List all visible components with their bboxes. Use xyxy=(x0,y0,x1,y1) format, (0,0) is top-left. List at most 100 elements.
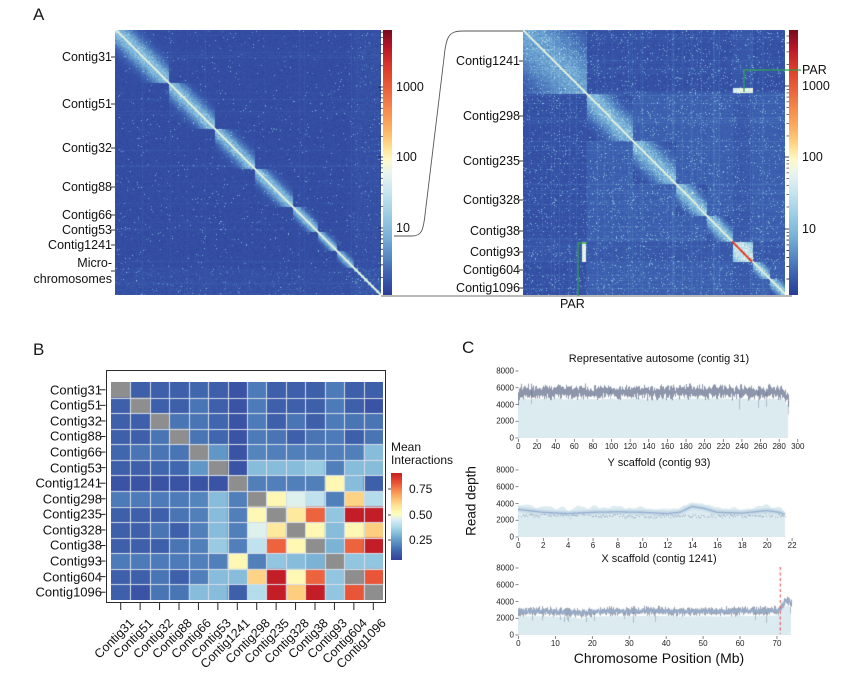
plot2-xtick-22: 22 xyxy=(787,541,797,550)
plot3-xtick-40: 40 xyxy=(661,639,671,648)
plot2-xtick-16: 16 xyxy=(712,541,722,550)
matrix-row-label-contig1096: Contig1096 xyxy=(35,584,103,600)
plot3-ytick-0: 0 xyxy=(509,630,514,640)
legend-title-line1: Mean xyxy=(391,440,422,454)
plot3-xtick-30: 30 xyxy=(624,639,634,648)
zoom-row-label-contig93: Contig93 xyxy=(469,245,520,259)
hic-overview-heatmap xyxy=(115,30,381,295)
plot3-ytick-8000: 8000 xyxy=(496,563,514,573)
plot3-xtick-70: 70 xyxy=(772,639,782,648)
matrix-row-label-contig31: Contig31 xyxy=(49,382,102,398)
plot2-xtick-8: 8 xyxy=(615,541,621,550)
matrix-row-label-contig1241: Contig1241 xyxy=(35,475,103,491)
panel-c-label: C xyxy=(462,338,475,357)
plot2-ytick-6000: 6000 xyxy=(496,482,514,492)
autosome-depth-plot xyxy=(518,368,800,438)
matrix-row-label-contig88: Contig88 xyxy=(49,428,102,444)
plot3-xtick-10: 10 xyxy=(550,639,560,648)
zoom-row-label-contig298: Contig298 xyxy=(463,109,520,123)
legend-title-line2: Interactions xyxy=(391,453,454,467)
zoom-colorbar-tick-1000: 1000 xyxy=(802,79,830,93)
overview-row-label-micro: Micro- xyxy=(77,256,112,270)
plot3-ytick-4000: 4000 xyxy=(496,597,514,606)
plot1-xtick-0: 0 xyxy=(516,442,521,451)
zoom-row-label-contig38: Contig38 xyxy=(469,224,520,238)
mean-interactions-matrix xyxy=(111,382,383,600)
plot2-xtick-6: 6 xyxy=(590,541,596,550)
plot1-xtick-260: 260 xyxy=(753,442,768,451)
overview-colorbar-tick-10: 10 xyxy=(396,221,410,235)
overview-row-label-contig66: Contig66 xyxy=(61,208,112,222)
plot1-xtick-140: 140 xyxy=(642,442,656,451)
x-axis-label: Chromosome Position (Mb) xyxy=(573,650,745,666)
plot2-xtick-2: 2 xyxy=(541,541,546,550)
matrix-frame xyxy=(106,370,386,603)
plot2-xtick-12: 12 xyxy=(663,541,673,550)
plot1-xtick-40: 40 xyxy=(551,442,561,451)
hic-zoom-heatmap xyxy=(523,30,785,295)
plot1-xtick-240: 240 xyxy=(735,442,749,451)
plot2-ytick-4000: 4000 xyxy=(496,499,514,508)
plot2-ytick-2000: 2000 xyxy=(496,515,514,525)
matrix-row-label-contig235: Contig235 xyxy=(42,506,102,522)
plot1-ytick-6000: 6000 xyxy=(496,383,514,393)
plot3-xtick-0: 0 xyxy=(516,639,521,648)
plot1-ytick-8000: 8000 xyxy=(496,366,514,376)
y-scaffold-depth-plot xyxy=(518,468,800,537)
matrix-row-label-contig604: Contig604 xyxy=(42,569,102,585)
hic-overview-colorbar xyxy=(383,30,392,295)
plot1-xtick-120: 120 xyxy=(623,442,637,451)
overview-row-label-contig31: Contig31 xyxy=(61,50,112,64)
plot1-xtick-20: 20 xyxy=(532,442,542,451)
y-scaffold-plot-title: Y scaffold (contig 93) xyxy=(607,457,711,469)
zoom-row-label-contig1241: Contig1241 xyxy=(456,54,520,68)
plot3-xtick-60: 60 xyxy=(735,639,745,648)
plot3-ytick-6000: 6000 xyxy=(496,580,514,590)
overview-row-label-contig53: Contig53 xyxy=(61,223,112,237)
plot1-xtick-180: 180 xyxy=(679,442,693,451)
matrix-row-label-contig53: Contig53 xyxy=(49,460,102,476)
plot2-xtick-10: 10 xyxy=(638,541,648,550)
matrix-row-label-contig32: Contig32 xyxy=(49,413,102,429)
legend-tick-0.25: 0.25 xyxy=(409,533,433,547)
par-label-right: PAR xyxy=(802,63,827,77)
zoom-row-label-contig1096: Contig1096 xyxy=(456,281,520,295)
plot2-xtick-20: 20 xyxy=(762,541,772,550)
hic-zoom-colorbar xyxy=(789,30,798,295)
overview-row-label-contig88: Contig88 xyxy=(61,180,112,194)
plot2-xtick-0: 0 xyxy=(516,541,521,550)
overview-colorbar-tick-100: 100 xyxy=(396,150,417,164)
plot1-xtick-280: 280 xyxy=(772,442,786,451)
x-scaffold-depth-plot xyxy=(518,566,800,635)
plot3-xtick-20: 20 xyxy=(587,639,597,648)
matrix-row-label-contig66: Contig66 xyxy=(49,444,102,460)
autosome-plot-title: Representative autosome (contig 31) xyxy=(568,353,750,365)
plot1-xtick-200: 200 xyxy=(697,442,712,451)
par-label-bottom: PAR xyxy=(560,297,585,311)
matrix-row-label-contig298: Contig298 xyxy=(42,491,102,507)
zoom-row-label-contig604: Contig604 xyxy=(463,263,520,277)
plot2-ytick-0: 0 xyxy=(509,532,514,542)
plot1-xtick-220: 220 xyxy=(716,442,730,451)
plot2-ytick-8000: 8000 xyxy=(496,465,514,475)
matrix-row-label-contig38: Contig38 xyxy=(49,537,102,553)
panel-a-label: A xyxy=(33,5,45,24)
plot3-ytick-2000: 2000 xyxy=(496,613,514,623)
plot1-xtick-160: 160 xyxy=(660,442,675,451)
plot3-xtick-50: 50 xyxy=(698,639,708,648)
overview-row-label-contig51: Contig51 xyxy=(61,97,112,111)
plot1-xtick-300: 300 xyxy=(791,442,805,451)
overview-row-label-chromosomes: chromosomes xyxy=(33,272,113,286)
plot1-xtick-60: 60 xyxy=(569,442,579,451)
plot2-xtick-18: 18 xyxy=(737,541,747,550)
zoom-colorbar-tick-10: 10 xyxy=(802,222,816,236)
plot1-xtick-100: 100 xyxy=(604,442,619,451)
matrix-row-label-contig93: Contig93 xyxy=(49,553,102,569)
x-scaffold-plot-title: X scaffold (contig 1241) xyxy=(601,553,717,565)
zoom-row-label-contig235: Contig235 xyxy=(463,154,520,168)
matrix-row-label-contig328: Contig328 xyxy=(42,522,102,538)
y-axis-label: Read depth xyxy=(463,466,479,536)
overview-row-label-contig1241: Contig1241 xyxy=(48,238,112,252)
